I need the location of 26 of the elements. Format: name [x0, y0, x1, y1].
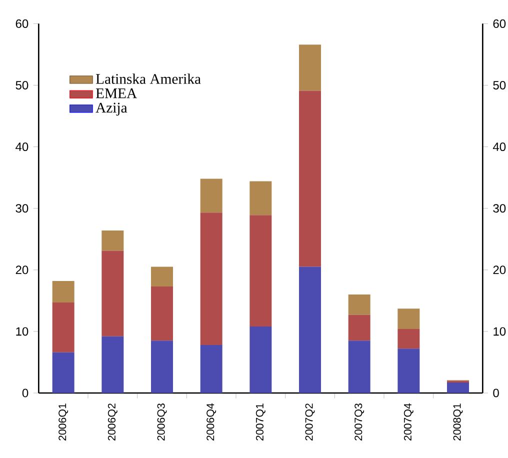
x-tick-label: 2008Q1 [453, 404, 463, 440]
y2-tick-label: 0 [493, 388, 499, 398]
y2-tick-label: 50 [493, 80, 506, 90]
y-tick-label: 60 [16, 19, 28, 28]
x-tick-label: 2007Q3 [354, 404, 364, 440]
legend-label: Azija [96, 102, 128, 116]
y2-tick-label: 10 [494, 327, 506, 336]
y2-tick-label: 40 [492, 142, 506, 152]
x-tick-label: 2007Q1 [256, 404, 266, 440]
y-tick-label: 10 [16, 327, 28, 336]
x-tick-label: 2006Q3 [157, 404, 167, 440]
x-tick-label: 2006Q2 [108, 404, 118, 440]
x-tick-label: 2006Q1 [58, 404, 68, 440]
legend-label: Latinska Amerika [96, 74, 201, 84]
y-tick-label: 50 [16, 80, 28, 90]
y-tick-label: 30 [16, 204, 28, 213]
x-tick-label: 2006Q4 [206, 403, 216, 440]
y2-tick-label: 20 [493, 266, 506, 274]
legend-label: EMEA [96, 88, 137, 98]
y-tick-label: 0 [22, 388, 28, 398]
y2-tick-label: 30 [493, 204, 506, 213]
x-tick-label: 2007Q4 [404, 403, 414, 440]
y-tick-label: 20 [16, 266, 28, 274]
y2-tick-label: 60 [493, 19, 506, 28]
x-tick-label: 2007Q2 [305, 404, 315, 440]
y-tick-label: 40 [16, 142, 28, 152]
